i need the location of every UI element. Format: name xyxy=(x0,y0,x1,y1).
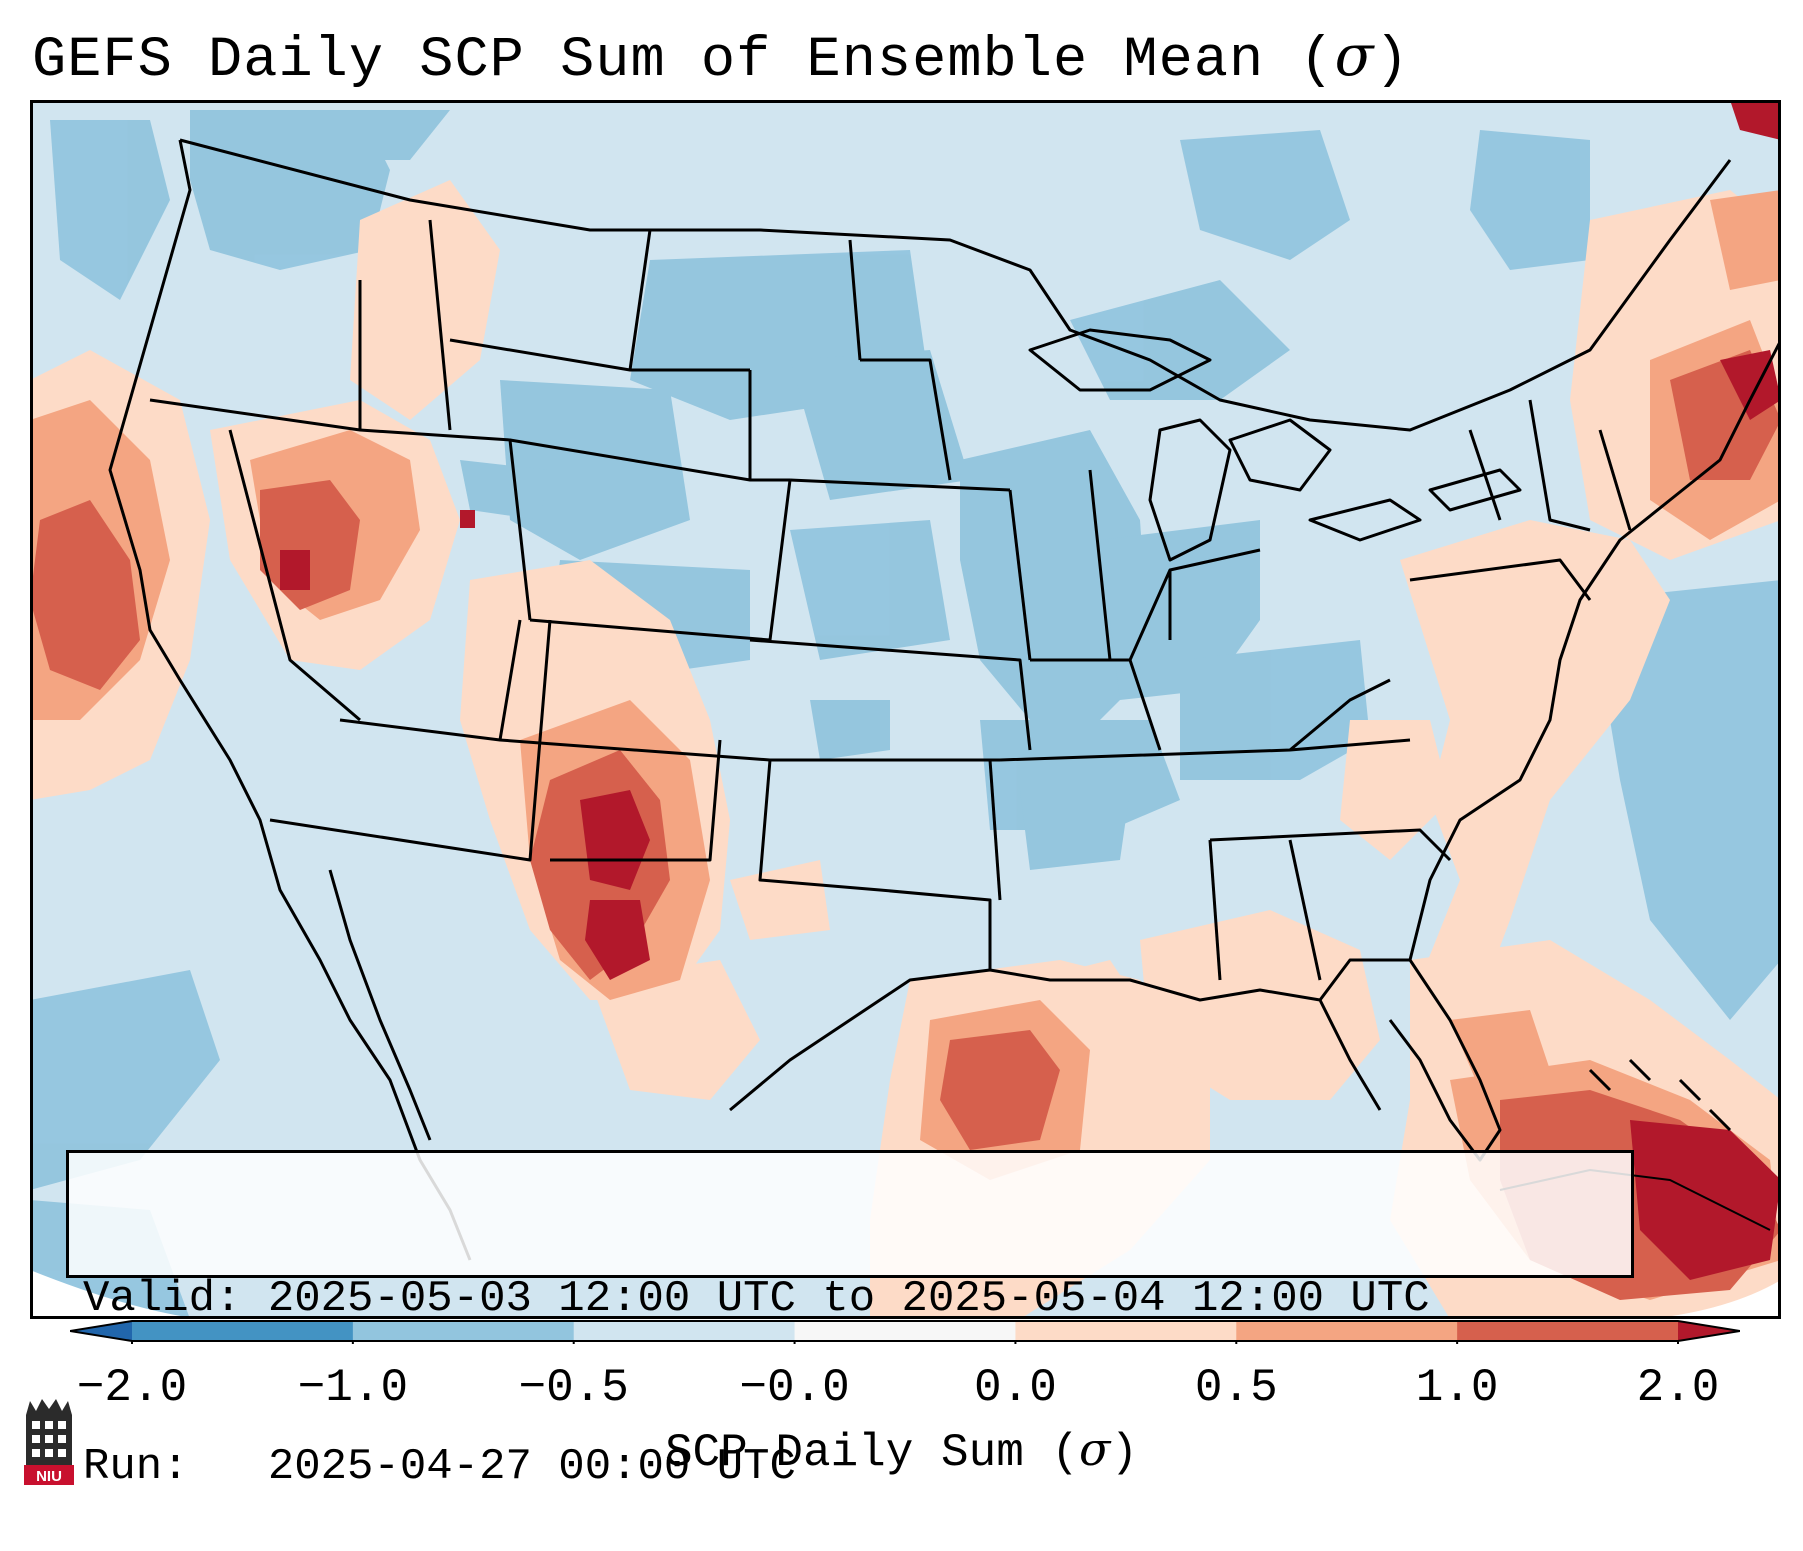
title-text: GEFS Daily SCP Sum of Ensemble Mean ( xyxy=(32,29,1335,93)
colorbar-tick-label: 2.0 xyxy=(1636,1362,1720,1414)
info-box: Valid: 2025-05-03 12:00 UTC to 2025-05-0… xyxy=(66,1150,1634,1492)
colorbar-label-text: SCP Daily Sum ( xyxy=(664,1427,1080,1479)
colorbar-tick-label: −1.0 xyxy=(297,1362,409,1414)
colorbar-bin xyxy=(1457,1321,1679,1341)
colorbar-tick-label: 0.5 xyxy=(1194,1362,1278,1414)
colorbar-tick-label: 0.0 xyxy=(974,1362,1057,1414)
colorbar-label: SCP Daily Sum (σ) xyxy=(0,1422,1803,1479)
run-value: 2025-04-27 00:00 UTC xyxy=(267,1442,796,1492)
colorbar-extend-low xyxy=(70,1321,132,1341)
colorbar-label-close: ) xyxy=(1110,1427,1139,1479)
colorbar xyxy=(70,1320,1740,1344)
map-title: GEFS Daily SCP Sum of Ensemble Mean (σ) xyxy=(32,22,1410,95)
colorbar-extend-high xyxy=(1678,1321,1740,1341)
map-frame xyxy=(30,100,1781,1319)
colorbar-bin xyxy=(1015,1321,1237,1341)
boundaries xyxy=(108,138,1781,1261)
niu-tower-logo: NIU xyxy=(24,1399,74,1485)
colorbar-bin xyxy=(794,1321,1016,1341)
colorbar-tick-label: −0.0 xyxy=(739,1362,850,1414)
projection-edge-left xyxy=(30,1270,200,1319)
valid-row: Valid: 2025-05-03 12:00 UTC to 2025-05-0… xyxy=(83,1271,1617,1327)
valid-value: 2025-05-03 12:00 UTC to 2025-05-04 12:00… xyxy=(267,1274,1430,1324)
run-row: Run: 2025-04-27 00:00 UTC xyxy=(83,1439,1617,1495)
title-sigma: σ xyxy=(1334,23,1375,89)
colorbar-bin xyxy=(573,1321,796,1341)
colorbar-tick-label: −0.5 xyxy=(518,1362,629,1414)
colorbar-bin xyxy=(132,1321,354,1341)
valid-label: Valid: xyxy=(83,1274,242,1324)
colorbar-bin xyxy=(352,1321,575,1341)
title-close: ) xyxy=(1374,29,1410,93)
colorbar-tick-label: −2.0 xyxy=(76,1362,188,1414)
dark-red-regions xyxy=(280,100,1781,1280)
colorbar-bin xyxy=(1236,1321,1458,1341)
run-label: Run: xyxy=(83,1442,189,1492)
projection-edge-right xyxy=(1650,1280,1781,1319)
colorbar-tick-label: 1.0 xyxy=(1415,1362,1499,1414)
scp-map xyxy=(30,100,1781,1319)
colorbar-label-sigma: σ xyxy=(1079,1422,1111,1476)
logo-text: NIU xyxy=(36,1468,62,1485)
